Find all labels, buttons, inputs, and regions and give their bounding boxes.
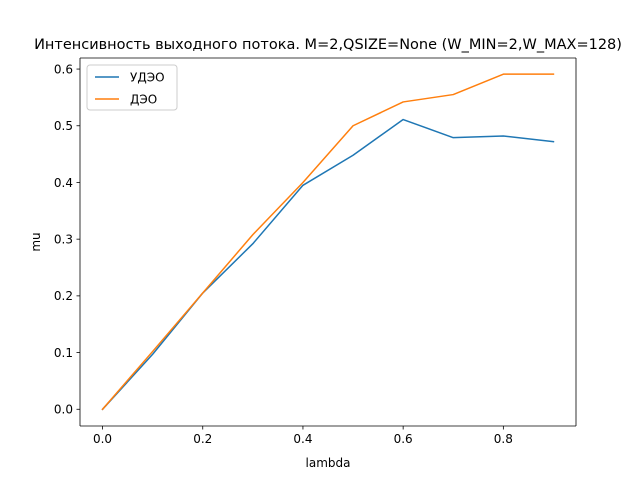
x-tick-label: 0.0	[93, 432, 112, 446]
legend-label-2: ДЭО	[130, 93, 157, 107]
x-tick-label: 0.6	[394, 432, 413, 446]
legend: УДЭО ДЭО	[86, 64, 178, 111]
y-tick-label: 0.0	[54, 403, 73, 417]
chart-title: Интенсивность выходного потока. M=2,QSIZ…	[34, 37, 622, 53]
plot-area	[79, 57, 577, 427]
y-axis: 0.0 0.1 0.2 0.3 0.4 0.5 0.6	[54, 62, 80, 417]
x-axis-title: lambda	[306, 456, 351, 470]
y-axis-title: mu	[29, 232, 43, 251]
x-tick-label: 0.4	[293, 432, 312, 446]
x-tick-label: 0.8	[494, 432, 513, 446]
x-axis: 0.0 0.2 0.4 0.6 0.8	[93, 426, 513, 446]
y-tick-label: 0.1	[54, 346, 73, 360]
y-tick-label: 0.5	[54, 119, 73, 133]
y-tick-label: 0.4	[54, 176, 73, 190]
series-line-2	[101, 73, 555, 411]
x-tick-label: 0.2	[193, 432, 212, 446]
y-tick-label: 0.2	[54, 289, 73, 303]
y-tick-label: 0.6	[54, 62, 73, 76]
y-tick-label: 0.3	[54, 232, 73, 246]
series-line-1	[101, 118, 555, 411]
legend-label-1: УДЭО	[130, 71, 165, 85]
